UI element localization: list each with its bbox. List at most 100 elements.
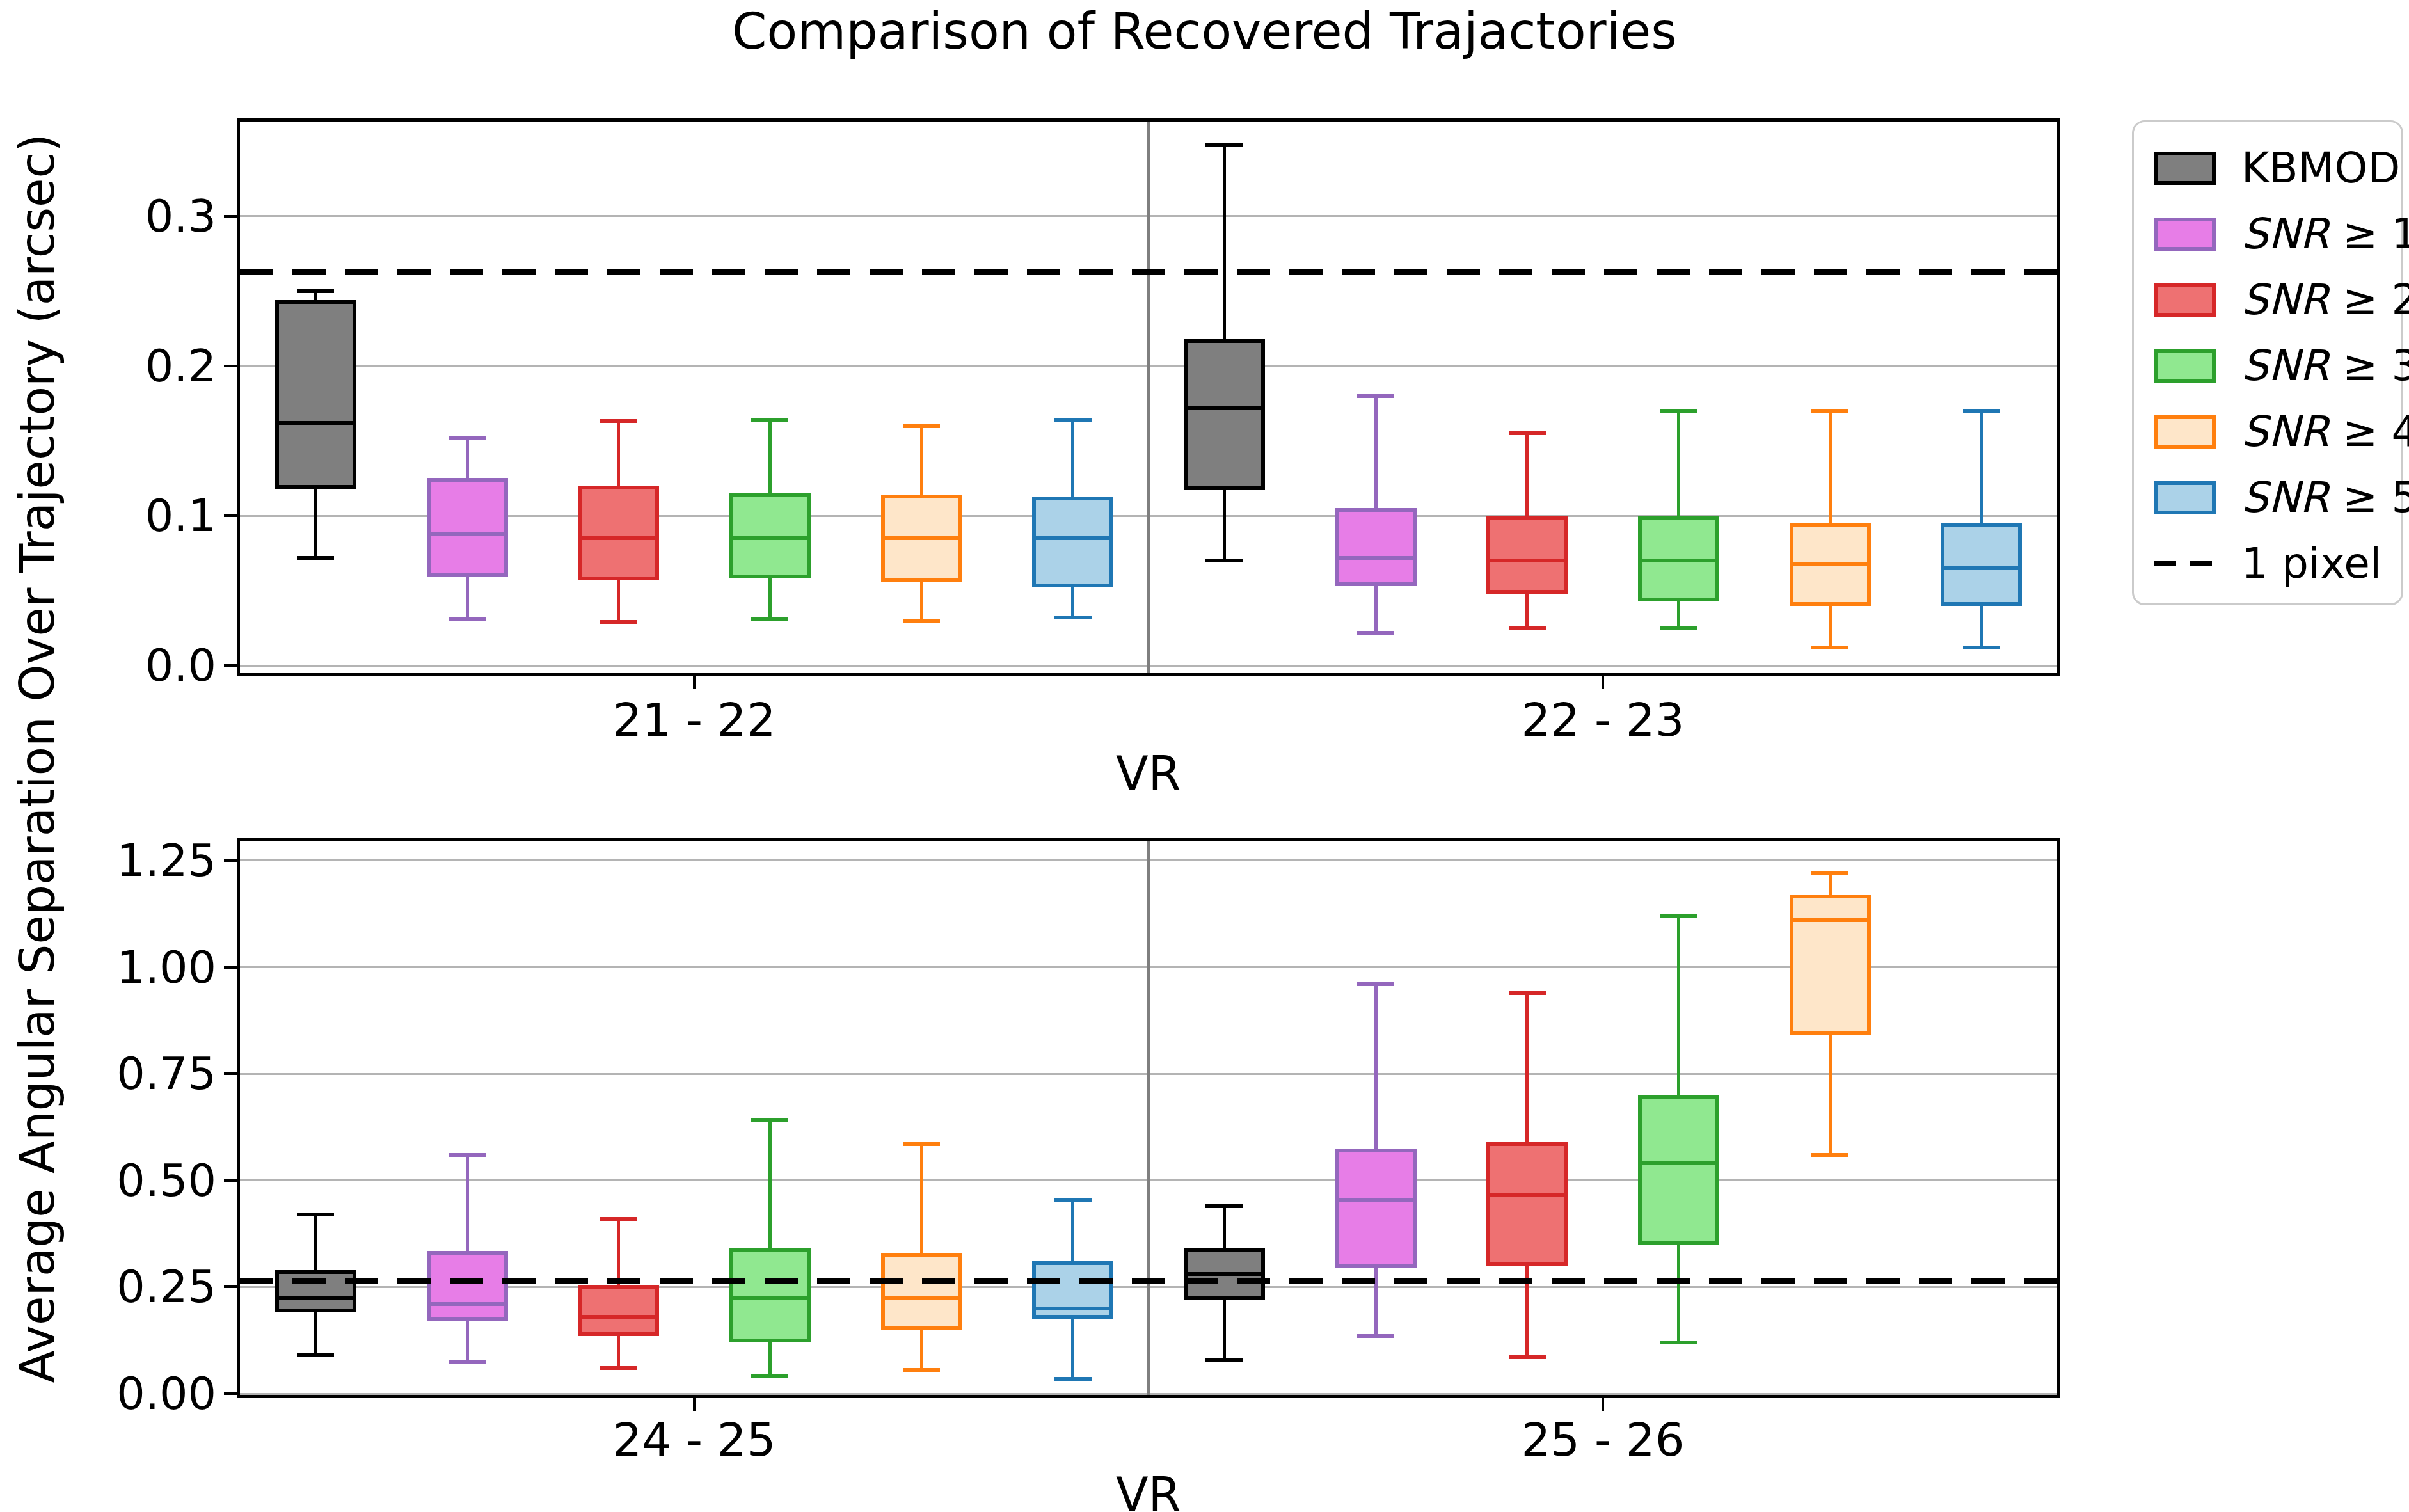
- upper-cap-snr-3: [751, 418, 788, 422]
- box-snr-2: [1486, 516, 1568, 594]
- median-snr-1: [1337, 556, 1415, 560]
- legend-swatch-snr-4: [2154, 415, 2216, 449]
- upper-cap-snr-2: [1509, 991, 1546, 995]
- top-panel: [237, 118, 2060, 676]
- box-kbmod: [275, 1270, 356, 1313]
- median-snr-5: [1034, 1307, 1111, 1310]
- box-snr-5: [1032, 497, 1113, 588]
- lower-cap-kbmod: [297, 556, 334, 560]
- upper-cap-snr-1: [1357, 982, 1394, 986]
- upper-cap-snr-4: [1811, 409, 1848, 413]
- lower-cap-snr-4: [1811, 1153, 1848, 1157]
- legend-row-snr-1: SNR ≥ 1: [2134, 201, 2401, 267]
- y-tick-0.1: [224, 514, 237, 517]
- box-snr-2: [578, 486, 659, 580]
- legend-label-snr-3: SNR ≥ 3: [2241, 341, 2409, 390]
- lower-cap-snr-2: [600, 1366, 637, 1370]
- y-tick-0.0: [224, 664, 237, 667]
- lower-cap-snr-5: [1054, 1377, 1092, 1381]
- legend-label-snr-4: SNR ≥ 4: [2241, 407, 2409, 456]
- box-snr-1: [1335, 508, 1417, 586]
- box-snr-2: [578, 1285, 659, 1336]
- x-category-label-21-22: 21 - 22: [534, 694, 854, 745]
- median-snr-1: [429, 1302, 506, 1306]
- figure-canvas: Comparison of Recovered Trajactories Ave…: [0, 0, 2409, 1512]
- legend-row-snr-5: SNR ≥ 5: [2134, 465, 2401, 530]
- median-kbmod: [277, 1296, 354, 1300]
- y-tick-1.00: [224, 966, 237, 969]
- upper-cap-kbmod: [1205, 1204, 1243, 1208]
- median-snr-4: [883, 1296, 960, 1300]
- box-kbmod: [275, 300, 356, 489]
- lower-cap-snr-2: [1509, 626, 1546, 630]
- y-tick-0.00: [224, 1392, 237, 1395]
- lower-cap-snr-4: [903, 619, 940, 623]
- upper-cap-kbmod: [1205, 143, 1243, 147]
- lower-cap-snr-4: [903, 1368, 940, 1372]
- lower-cap-snr-1: [449, 1360, 486, 1364]
- box-snr-1: [1335, 1149, 1417, 1268]
- upper-cap-snr-1: [449, 436, 486, 440]
- top-x-axis-label: VR: [237, 747, 2060, 800]
- upper-cap-snr-3: [751, 1118, 788, 1122]
- one-pixel-reference-line: [240, 1278, 2057, 1284]
- lower-cap-snr-1: [1357, 631, 1394, 635]
- lower-cap-snr-3: [1660, 626, 1697, 630]
- upper-cap-snr-1: [1357, 394, 1394, 398]
- upper-cap-snr-4: [903, 1142, 940, 1146]
- legend-swatch-snr-2: [2154, 283, 2216, 317]
- legend-row-1-pixel: 1 pixel: [2134, 530, 2401, 596]
- y-tick-0.2: [224, 365, 237, 367]
- upper-cap-snr-2: [1509, 431, 1546, 435]
- legend-swatch-snr-3: [2154, 349, 2216, 383]
- upper-cap-snr-4: [1811, 871, 1848, 875]
- lower-cap-snr-2: [1509, 1355, 1546, 1359]
- lower-cap-snr-4: [1811, 646, 1848, 649]
- legend-row-snr-4: SNR ≥ 4: [2134, 399, 2401, 465]
- median-snr-4: [1792, 918, 1869, 922]
- lower-cap-snr-2: [600, 620, 637, 624]
- y-tick-label-0.1: 0.1: [0, 489, 216, 543]
- x-category-label-25-26: 25 - 26: [1443, 1414, 1763, 1465]
- y-tick-label-0.25: 0.25: [0, 1260, 216, 1314]
- box-snr-4: [881, 1253, 962, 1330]
- legend-label-1-pixel: 1 pixel: [2241, 539, 2381, 588]
- chart-title: Comparison of Recovered Trajactories: [0, 3, 2409, 60]
- box-snr-5: [1032, 1261, 1113, 1319]
- upper-cap-snr-3: [1660, 914, 1697, 918]
- upper-cap-snr-1: [449, 1153, 486, 1157]
- upper-cap-snr-5: [1054, 1198, 1092, 1202]
- median-snr-4: [883, 536, 960, 540]
- median-kbmod: [277, 421, 354, 425]
- median-kbmod: [1186, 1272, 1263, 1276]
- box-kbmod: [1184, 339, 1265, 491]
- lower-cap-snr-3: [751, 1374, 788, 1378]
- box-snr-3: [1638, 1095, 1719, 1245]
- group-separator: [1147, 122, 1150, 673]
- median-snr-1: [429, 532, 506, 536]
- box-snr-5: [1941, 523, 2022, 606]
- upper-cap-snr-2: [600, 1217, 637, 1221]
- y-tick-label-1.00: 1.00: [0, 941, 216, 994]
- y-tick-label-0.00: 0.00: [0, 1367, 216, 1420]
- box-snr-4: [1790, 895, 1871, 1035]
- legend-row-kbmod: KBMOD: [2134, 135, 2401, 201]
- legend-label-snr-2: SNR ≥ 2: [2241, 275, 2409, 324]
- bottom-panel: [237, 838, 2060, 1398]
- y-tick-label-0.0: 0.0: [0, 639, 216, 692]
- lower-cap-snr-5: [1054, 616, 1092, 619]
- x-category-label-24-25: 24 - 25: [534, 1414, 854, 1465]
- lower-cap-snr-3: [1660, 1341, 1697, 1344]
- y-tick-1.25: [224, 859, 237, 862]
- median-snr-5: [1943, 566, 2020, 570]
- upper-cap-snr-3: [1660, 409, 1697, 413]
- lower-cap-kbmod: [297, 1353, 334, 1357]
- legend-swatch-snr-5: [2154, 481, 2216, 514]
- lower-cap-kbmod: [1205, 1358, 1243, 1362]
- lower-cap-snr-3: [751, 617, 788, 621]
- median-snr-2: [1488, 559, 1566, 562]
- median-snr-5: [1034, 536, 1111, 540]
- top-plot-area: [240, 122, 2057, 673]
- y-tick-0.75: [224, 1072, 237, 1075]
- legend-label-snr-5: SNR ≥ 5: [2241, 473, 2409, 522]
